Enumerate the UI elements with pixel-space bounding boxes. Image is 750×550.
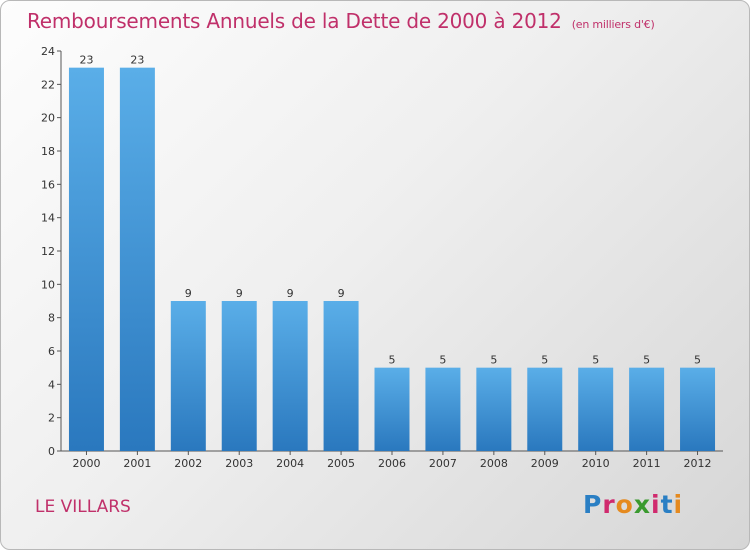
bar-value-label: 5: [490, 354, 497, 367]
x-tick-label: 2007: [429, 457, 457, 470]
bar-value-label: 5: [439, 354, 446, 367]
y-tick-label: 4: [48, 378, 55, 391]
bar-value-label: 9: [236, 287, 243, 300]
bar-2000: [68, 67, 104, 452]
bar-2003: [221, 301, 257, 451]
bar-value-label: 5: [694, 354, 701, 367]
x-tick-label: 2002: [174, 457, 202, 470]
bar-value-label: 23: [130, 54, 144, 67]
bar-2009: [527, 367, 563, 451]
bar-2004: [272, 301, 308, 451]
x-tick-label: 2005: [327, 457, 355, 470]
bar-value-label: 9: [185, 287, 192, 300]
bar-value-label: 5: [541, 354, 548, 367]
place-name: LE VILLARS: [35, 497, 131, 517]
bar-2007: [425, 367, 461, 451]
bar-2005: [323, 301, 359, 451]
proxiti-logo: Proxiti: [583, 490, 684, 519]
y-tick-label: 12: [41, 245, 55, 258]
bar-2011: [629, 367, 665, 451]
x-tick-label: 2009: [531, 457, 559, 470]
x-tick-label: 2012: [684, 457, 712, 470]
labels: 23 2000 23 2001 9 2002 9 2003 9 2004 9 2005 5 2006 5 20…: [72, 54, 711, 470]
chart-title-text: Remboursements Annuels de la Dette de 20…: [27, 9, 562, 33]
y-tick-label: 6: [48, 345, 55, 358]
chart-title: Remboursements Annuels de la Dette de 20…: [27, 9, 655, 33]
y-tick-label: 2: [48, 412, 55, 425]
bar-2006: [374, 367, 410, 451]
bar-2008: [476, 367, 512, 451]
y-tick-label: 14: [41, 212, 55, 225]
bar-value-label: 9: [338, 287, 345, 300]
bar-value-label: 5: [592, 354, 599, 367]
bar-value-label: 23: [79, 54, 93, 67]
x-tick-label: 2004: [276, 457, 304, 470]
bar-value-label: 5: [643, 354, 650, 367]
bars: [68, 67, 716, 452]
bar-2001: [119, 67, 155, 452]
bar-value-label: 5: [389, 354, 396, 367]
bar-2010: [578, 367, 614, 451]
y-tick-label: 0: [48, 445, 55, 458]
x-tick-label: 2000: [72, 457, 100, 470]
chart-unit: (en milliers d'€): [571, 18, 655, 31]
x-tick-label: 2011: [633, 457, 661, 470]
y-tick-label: 10: [41, 278, 55, 291]
y-tick-label: 18: [41, 145, 55, 158]
y-tick-label: 24: [41, 45, 55, 58]
bar-2012: [680, 367, 716, 451]
y-tick-label: 8: [48, 312, 55, 325]
x-tick-label: 2001: [123, 457, 151, 470]
x-tick-label: 2006: [378, 457, 406, 470]
x-tick-label: 2003: [225, 457, 253, 470]
x-tick-label: 2010: [582, 457, 610, 470]
x-tick-label: 2008: [480, 457, 508, 470]
bar-2002: [170, 301, 206, 451]
y-tick-label: 20: [41, 112, 55, 125]
y-tick-label: 22: [41, 78, 55, 91]
y-tick-label: 16: [41, 178, 55, 191]
bar-value-label: 9: [287, 287, 294, 300]
